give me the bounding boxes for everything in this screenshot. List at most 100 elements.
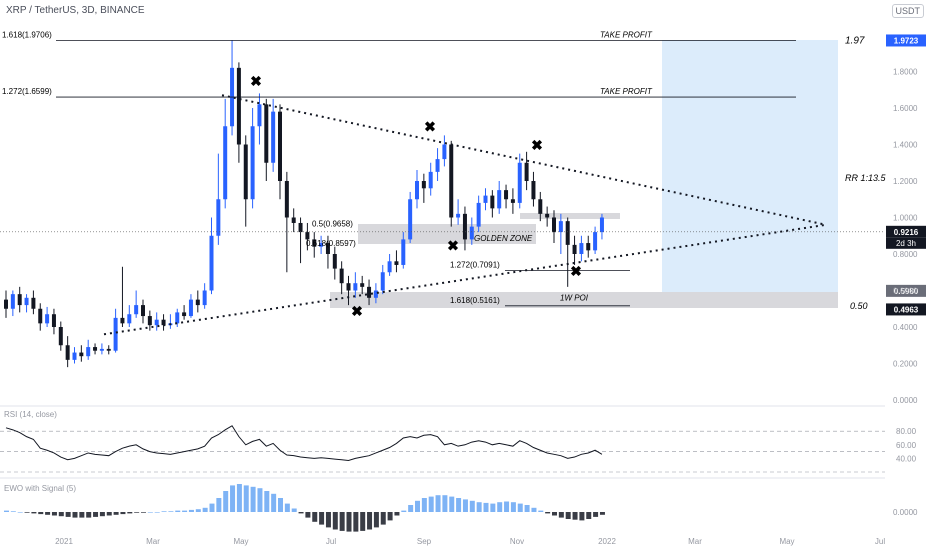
ewo-bar bbox=[10, 511, 16, 512]
candle-body bbox=[545, 213, 550, 218]
candle-body bbox=[394, 261, 399, 265]
ewo-bar bbox=[223, 491, 229, 512]
ewo-bar bbox=[141, 512, 146, 513]
candle-body bbox=[319, 243, 324, 247]
fib-label: 1.272(0.7091) bbox=[450, 261, 500, 270]
ewo-bar bbox=[79, 512, 85, 518]
candle-body bbox=[538, 199, 543, 214]
ewo-bar bbox=[134, 512, 140, 513]
ewo-bar bbox=[408, 505, 414, 512]
symbol-title: XRP / TetherUS, 3D, BINANCE bbox=[6, 5, 145, 16]
price-tag-poi-top-bg bbox=[886, 284, 926, 297]
rsi-tick-label: 60.00 bbox=[896, 441, 917, 450]
touch-marker: ✖ bbox=[447, 237, 459, 253]
candle-body bbox=[141, 305, 145, 317]
candle-body bbox=[572, 244, 577, 254]
price-tag-poi-bottom: 0.4963 bbox=[894, 305, 919, 314]
ewo-bar bbox=[93, 512, 99, 517]
candle-body bbox=[216, 199, 221, 236]
price-tag-target: 1.9723 bbox=[894, 36, 919, 45]
candle-body bbox=[195, 299, 200, 306]
candle-body bbox=[490, 195, 495, 209]
ewo-bar bbox=[45, 512, 51, 515]
candle-body bbox=[401, 239, 406, 265]
rsi-label: RSI (14, close) bbox=[4, 410, 57, 419]
ewo-bar bbox=[373, 512, 379, 528]
candle-body bbox=[339, 268, 344, 284]
ewo-bar bbox=[325, 512, 331, 528]
ewo-bar bbox=[284, 503, 290, 512]
touch-marker: ✖ bbox=[250, 73, 262, 89]
candle-body bbox=[476, 202, 481, 227]
ewo-bar bbox=[120, 512, 126, 515]
candle-body bbox=[24, 297, 29, 306]
x-tick-label: Mar bbox=[146, 537, 160, 546]
price-tag-poi-top: 0.5980 bbox=[894, 287, 919, 296]
candle-body bbox=[182, 312, 187, 317]
ewo-bar bbox=[476, 502, 482, 512]
rr-label: RR 1:13.5 bbox=[845, 173, 887, 183]
ewo-bar bbox=[524, 505, 530, 512]
candle-body bbox=[415, 181, 419, 200]
take-profit-label: TAKE PROFIT bbox=[600, 30, 653, 39]
ewo-bar bbox=[298, 512, 304, 514]
candle-body bbox=[79, 352, 84, 357]
x-tick-label: Mar bbox=[688, 537, 702, 546]
candle-body bbox=[428, 171, 433, 189]
ewo-bar bbox=[346, 512, 352, 532]
ewo-bar bbox=[456, 498, 462, 512]
candle-body bbox=[106, 348, 111, 351]
candle-body bbox=[360, 283, 365, 287]
candle-body bbox=[58, 327, 63, 346]
candle-body bbox=[504, 190, 509, 200]
rsi-line bbox=[5, 425, 603, 461]
ewo-bar bbox=[353, 512, 359, 532]
ewo-bar bbox=[216, 498, 222, 512]
candle-body bbox=[257, 104, 262, 127]
currency-button[interactable]: USDT bbox=[891, 4, 924, 18]
ewo-bar bbox=[579, 512, 585, 521]
ewo-bar bbox=[4, 510, 9, 512]
ewo-bar bbox=[360, 512, 366, 531]
y-tick-label: 1.8000 bbox=[893, 68, 918, 77]
ewo-bar bbox=[490, 503, 496, 512]
ewo-bar bbox=[462, 499, 468, 512]
ewo-bar bbox=[147, 512, 153, 513]
ewo-bar bbox=[421, 498, 427, 512]
ewo-bar bbox=[182, 510, 188, 512]
stop-label: 0.50 bbox=[850, 301, 868, 311]
candle-body bbox=[408, 199, 413, 240]
candle-body bbox=[367, 286, 372, 298]
y-tick-label: 0.2000 bbox=[893, 360, 918, 369]
candle-body bbox=[435, 159, 440, 172]
y-tick-label: 1.4000 bbox=[893, 141, 918, 150]
poi-label: 1W POI bbox=[560, 294, 589, 303]
candle-body bbox=[599, 217, 604, 233]
candle-body bbox=[86, 347, 91, 357]
ewo-bar bbox=[188, 509, 194, 512]
ewo-bar bbox=[497, 502, 503, 512]
rsi-tick-label: 80.00 bbox=[896, 427, 917, 436]
touch-marker: ✖ bbox=[531, 137, 543, 153]
candle-body bbox=[65, 345, 70, 360]
candle-body bbox=[127, 314, 132, 324]
x-tick-label: 2022 bbox=[598, 537, 616, 546]
candle-body bbox=[236, 67, 241, 145]
golden-zone-box bbox=[358, 224, 536, 244]
candle-body bbox=[380, 272, 385, 291]
fib-label: 1.272(1.6599) bbox=[2, 87, 52, 96]
ewo-bar bbox=[469, 500, 475, 512]
candle-body bbox=[38, 308, 43, 324]
take-profit-label: TAKE PROFIT bbox=[600, 87, 653, 96]
candle-body bbox=[72, 352, 77, 360]
ewo-bar bbox=[572, 512, 578, 520]
fib-label: 1.618(1.9706) bbox=[2, 30, 52, 39]
x-tick-label: May bbox=[779, 537, 794, 546]
countdown-label: 2d 3h bbox=[896, 239, 916, 248]
candle-body bbox=[31, 297, 36, 309]
candle-body bbox=[154, 319, 159, 326]
price-tag-target-bg bbox=[886, 34, 926, 47]
y-tick-label: 0.8000 bbox=[893, 250, 918, 259]
small-zone-box bbox=[520, 213, 620, 219]
